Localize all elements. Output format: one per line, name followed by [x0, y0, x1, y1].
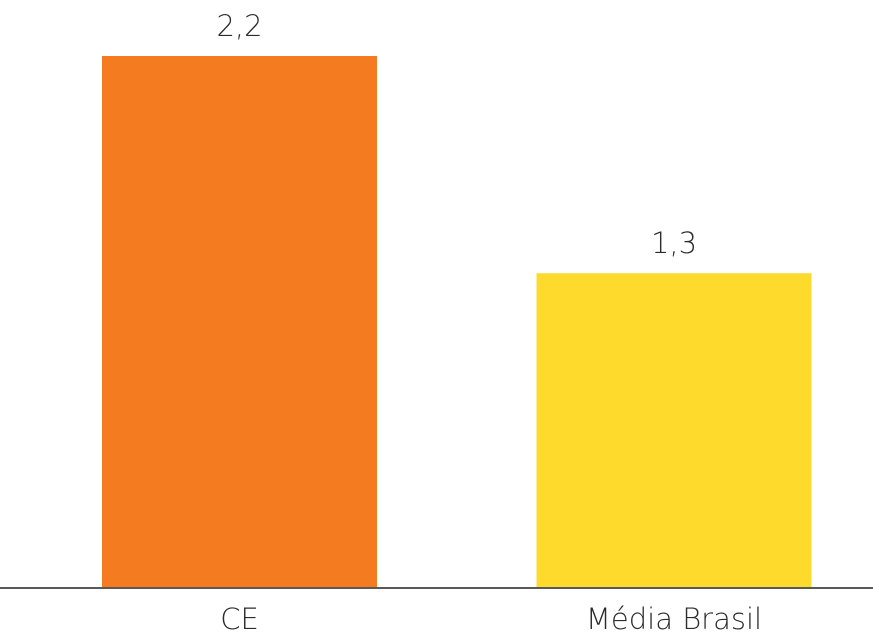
bar [102, 56, 377, 587]
x-tick-label: Média Brasil [586, 602, 762, 636]
value-label: 2,2 [216, 9, 262, 43]
bar [536, 273, 812, 587]
x-tick-label: CE [220, 602, 259, 636]
value-label: 1,3 [651, 226, 697, 260]
